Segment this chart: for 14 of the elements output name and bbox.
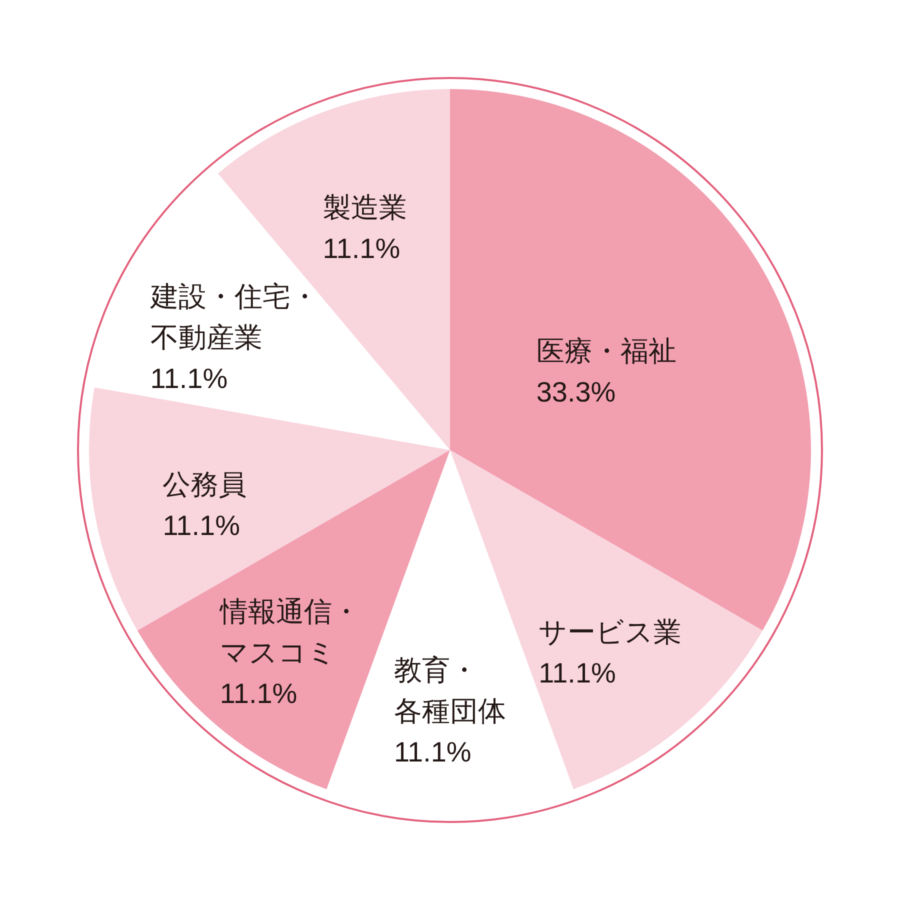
slice-label: 教育・各種団体 bbox=[394, 654, 506, 726]
data-label: 11.1% bbox=[162, 510, 240, 542]
slice-label: 建設・住宅・不動産業 bbox=[149, 280, 318, 353]
slice-label: サービス業 bbox=[538, 616, 682, 648]
slice-label: 製造業 bbox=[322, 192, 407, 223]
slice-label: 公務員 bbox=[162, 469, 247, 500]
data-label: 33.3% bbox=[536, 376, 616, 408]
data-label: 11.1% bbox=[322, 232, 400, 264]
slice-label: 情報通信・マスコミ bbox=[218, 596, 360, 668]
data-label: 11.1% bbox=[538, 658, 616, 689]
data-label: 11.1% bbox=[394, 736, 472, 768]
slice-label: 医療・福祉 bbox=[536, 336, 676, 367]
data-label: 11.1% bbox=[220, 678, 298, 710]
data-label: 11.1% bbox=[150, 362, 228, 394]
